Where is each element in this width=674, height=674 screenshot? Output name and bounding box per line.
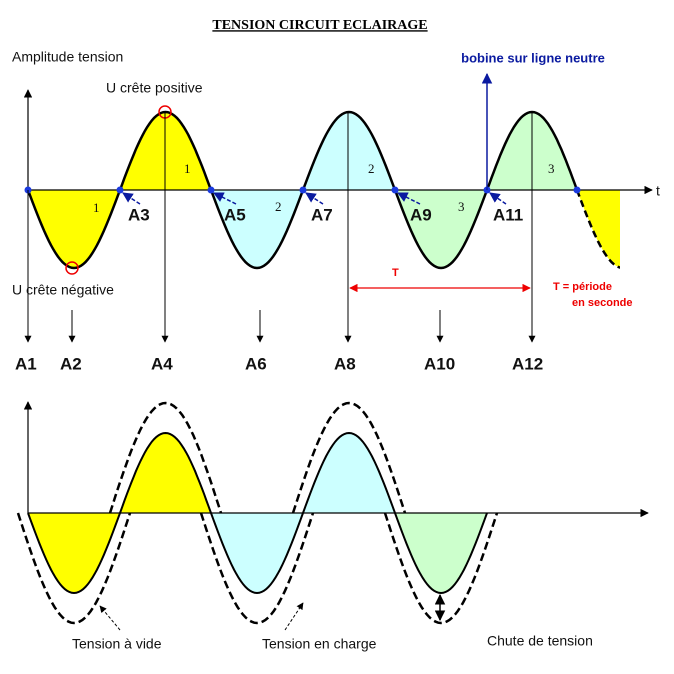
no-load-wave [291,401,407,514]
period-note: T = période [553,281,612,293]
half-wave-fill [211,190,303,268]
half-wave-fill [395,190,487,268]
neutral-coil-label: bobine sur ligne neutre [461,50,605,65]
half-wave-fill [28,190,120,268]
zero-crossing [207,186,215,194]
point-label: A5 [224,205,246,224]
peak-positive-label: U crête positive [106,80,203,96]
half-wave-label: 3 [458,199,465,214]
x-axis-label: t [656,183,660,199]
voltage-drop-label: Chute de tension [487,633,593,649]
no-load-wave [108,401,223,514]
period-label: T [392,267,399,279]
point-label: A2 [60,354,82,373]
title: TENSION CIRCUIT ECLAIRAGE [212,18,427,33]
pointer-arrow [122,192,141,205]
y-axis-label: Amplitude tension [12,49,123,65]
pointer-arrow [305,192,324,205]
point-label: A7 [311,205,333,224]
pointer-arrow [489,192,507,205]
period-note: en seconde [572,297,633,309]
no-load-wave [383,512,499,625]
loaded-wave-curve [119,431,212,514]
no-load-label: Tension à vide [72,636,162,652]
half-wave-curve [209,189,305,270]
loaded-wave-fill [303,433,395,513]
zero-crossing [116,186,124,194]
point-label: A4 [151,354,173,373]
label-arrow [99,605,121,631]
no-load-wave [199,512,315,625]
load-label: Tension en charge [262,636,377,652]
point-label: A6 [245,354,267,373]
zero-crossing [299,186,307,194]
half-wave-label: 1 [93,200,100,215]
loaded-wave-curve [27,512,121,595]
half-wave-curve [26,189,122,270]
peak-negative-label: U crête négative [12,282,114,298]
loaded-wave-fill [395,513,487,593]
point-label: A11 [493,205,523,224]
half-wave-label: 2 [368,161,375,176]
zero-crossing [391,186,399,194]
loaded-wave-curve [210,512,304,595]
no-load-wave [16,512,132,625]
peak-marker [65,261,79,275]
half-wave-fill [577,190,620,268]
pointer-arrow [213,192,237,205]
half-wave-fill [303,112,395,190]
point-label: A3 [128,205,150,224]
loaded-wave-fill [211,513,303,593]
loaded-wave-curve [394,512,488,595]
loaded-wave-fill [28,513,120,593]
loaded-wave-fill [120,433,211,513]
point-label: A10 [424,354,455,373]
zero-crossing [573,186,581,194]
shapes [16,72,653,631]
half-wave-label: 1 [184,161,191,176]
half-wave-label: 3 [548,161,555,176]
half-wave-curve [301,110,397,191]
point-label: A8 [334,354,356,373]
label-arrow [284,602,304,631]
point-label: A1 [15,354,37,373]
half-wave-curve [393,189,489,270]
pointer-arrow [397,192,421,205]
loaded-wave-curve [302,431,396,514]
half-wave-label: 2 [275,199,282,214]
point-label: A9 [410,205,432,224]
point-label: A12 [512,354,543,373]
